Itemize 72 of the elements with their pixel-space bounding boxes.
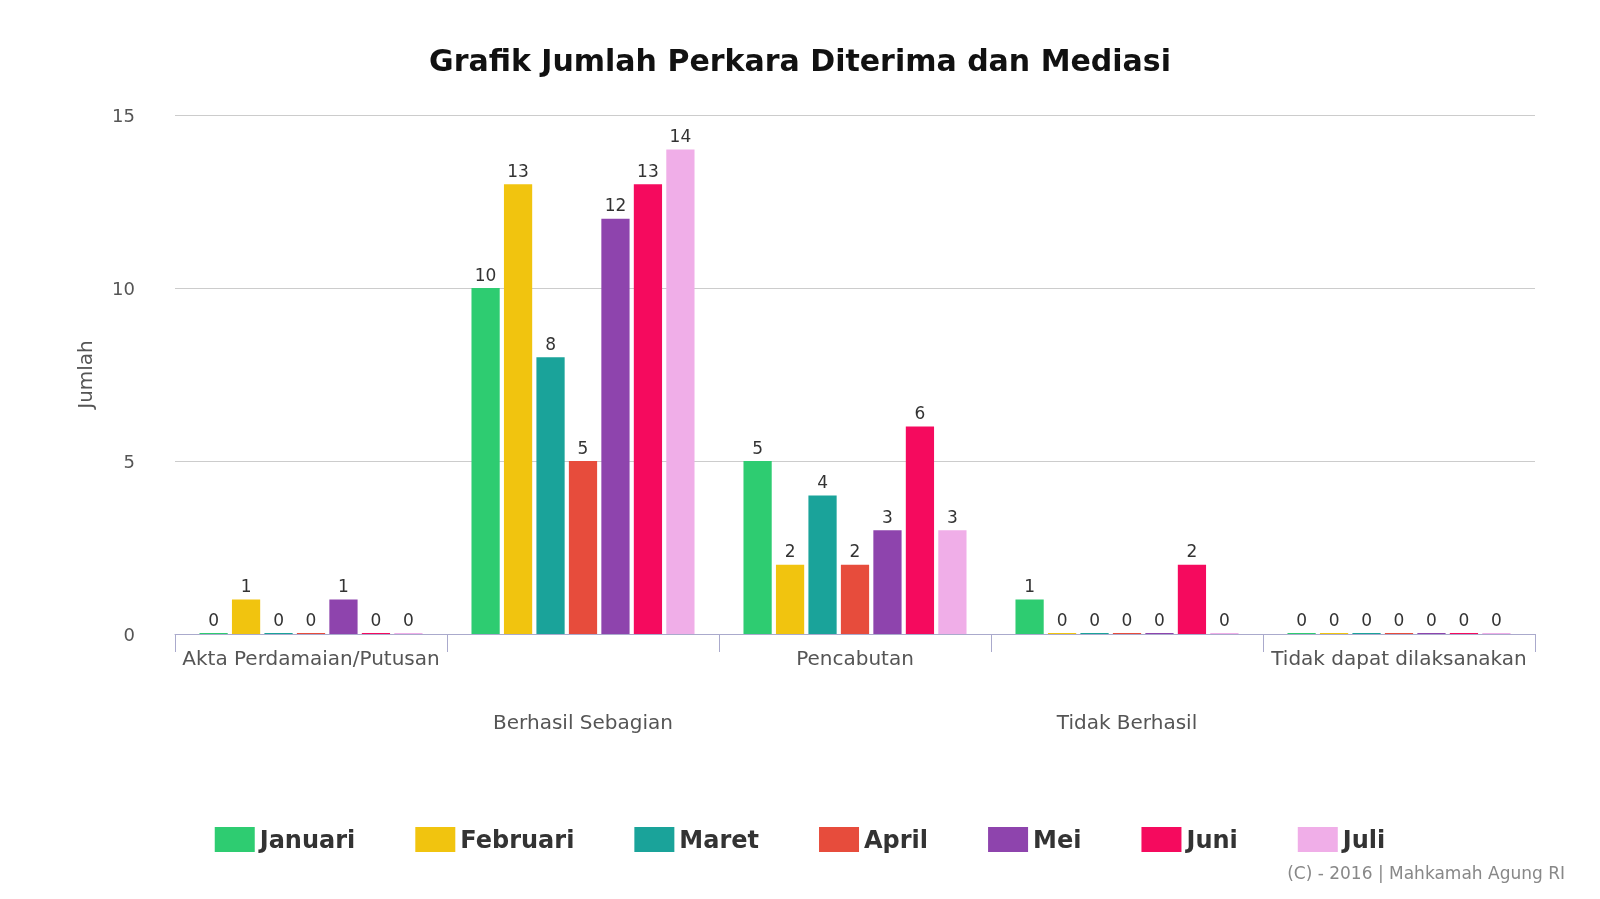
data-label: 0 [1361, 609, 1372, 630]
data-label: 0 [1218, 609, 1230, 630]
bar [1177, 564, 1207, 634]
bar [503, 184, 533, 634]
data-label: 0 [370, 609, 382, 630]
data-label: 0 [1154, 609, 1165, 630]
data-label: 1 [1024, 575, 1036, 596]
data-label: 2 [849, 541, 861, 562]
data-label: 0 [1393, 609, 1405, 630]
data-label: 0 [1056, 609, 1068, 630]
data-label: 14 [669, 126, 692, 147]
data-label: 12 [604, 195, 627, 216]
x-tick-label: Tidak Berhasil [1055, 710, 1198, 734]
legend-label: Maret [679, 825, 760, 854]
data-label: 6 [914, 402, 926, 423]
legend-label: Juli [1340, 825, 1386, 854]
data-label: 13 [507, 160, 529, 181]
legend-label: Januari [257, 825, 356, 854]
bar [808, 495, 837, 634]
bar [775, 564, 805, 634]
y-tick-label: 0 [123, 623, 135, 645]
data-label: 0 [1089, 609, 1100, 630]
bar [938, 530, 967, 634]
x-tick-label: Pencabutan [796, 646, 914, 670]
data-label: 1 [240, 575, 252, 596]
data-label: 0 [1328, 609, 1340, 630]
data-label: 2 [1186, 541, 1198, 562]
data-label: 0 [402, 609, 414, 630]
data-label: 0 [273, 609, 284, 630]
bar [905, 426, 935, 634]
legend-label: April [864, 825, 929, 854]
legend-label: Juni [1184, 825, 1238, 854]
data-label: 0 [1458, 609, 1470, 630]
data-label: 5 [577, 437, 589, 458]
chart-title: Grafik Jumlah Perkara Diterima dan Mediasi [429, 42, 1171, 78]
data-label: 0 [1490, 609, 1502, 630]
bar [633, 184, 663, 634]
bar [601, 218, 630, 634]
x-tick-label: Tidak dapat dilaksanakan [1270, 646, 1527, 670]
bar [231, 599, 261, 634]
y-axis-title: Jumlah [73, 340, 97, 411]
data-label: 0 [305, 609, 317, 630]
legend-label: Februari [460, 825, 575, 854]
data-label: 10 [474, 264, 497, 285]
data-label: 5 [752, 437, 764, 458]
bar [536, 357, 565, 634]
data-label: 13 [637, 160, 659, 181]
bar [1015, 599, 1044, 634]
bar [666, 149, 695, 634]
y-tick-label: 10 [112, 277, 135, 299]
legend-label: Mei [1033, 825, 1082, 854]
x-tick-label: Akta Perdamaian/Putusan [182, 646, 440, 670]
bar [329, 599, 358, 634]
data-label: 0 [1426, 609, 1437, 630]
y-tick-label: 15 [112, 104, 135, 126]
y-tick-label: 5 [123, 450, 135, 472]
data-label: 0 [1121, 609, 1133, 630]
text: (C) - 2016 | Mahkamah Agung RI [1287, 862, 1565, 883]
bar [568, 461, 598, 634]
data-label: 0 [1296, 609, 1308, 630]
x-tick-label: Berhasil Sebagian [493, 710, 673, 734]
data-label: 4 [817, 472, 828, 493]
bar [743, 461, 772, 634]
bar [873, 530, 902, 634]
data-label: 1 [338, 575, 349, 596]
data-label: 3 [882, 506, 893, 527]
data-label: 8 [545, 333, 556, 354]
bar [471, 288, 500, 634]
data-label: 3 [946, 506, 958, 527]
data-label: 2 [784, 541, 796, 562]
bar [840, 564, 870, 634]
data-label: 0 [208, 609, 220, 630]
